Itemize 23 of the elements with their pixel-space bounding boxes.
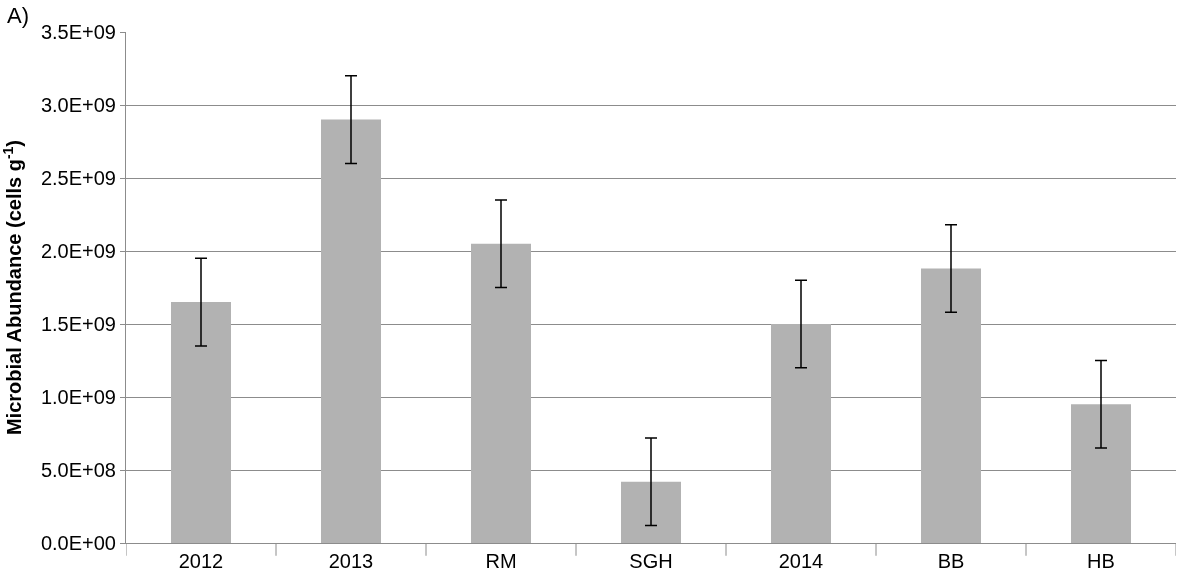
y-tick-label: 1.0E+09: [40, 386, 116, 408]
bar: [1071, 404, 1131, 543]
y-tick-label: 1.5E+09: [40, 313, 116, 335]
x-tick-label: RM: [485, 550, 517, 572]
x-tick-label: HB: [1087, 550, 1115, 572]
y-tick-label: 0.0E+00: [40, 532, 116, 554]
bar: [471, 243, 531, 543]
bar: [771, 324, 831, 543]
text: A): [7, 3, 29, 28]
y-tick-label: 3.0E+09: [40, 94, 116, 116]
bar: [321, 119, 381, 543]
bar: [921, 268, 981, 543]
x-tick-label: 2012: [178, 550, 224, 572]
y-tick-label: 5.0E+08: [40, 459, 116, 481]
bar: [621, 481, 681, 543]
x-tick-label: 2013: [328, 550, 374, 572]
x-tick-label: BB: [937, 550, 965, 572]
x-tick-label: 2014: [778, 550, 824, 572]
bar: [171, 302, 231, 543]
x-tick-label: SGH: [629, 550, 673, 572]
y-tick-label: 2.5E+09: [40, 167, 116, 189]
y-tick-label: 2.0E+09: [40, 240, 116, 262]
y-tick-label: 3.5E+09: [40, 21, 116, 43]
